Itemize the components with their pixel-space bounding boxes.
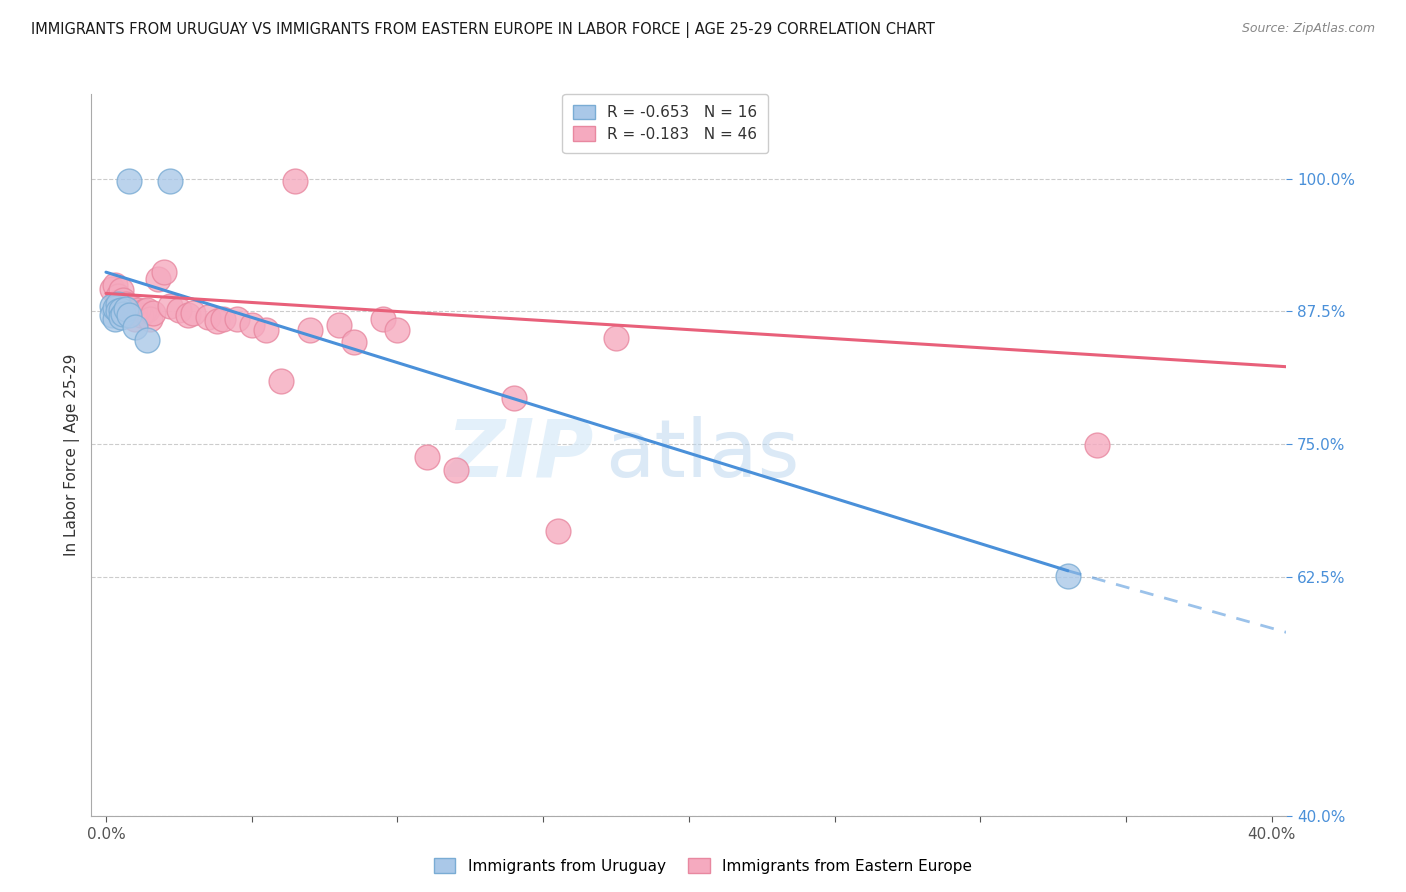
Text: ZIP: ZIP	[446, 416, 593, 494]
Point	[142, 305, 165, 319]
Point	[110, 283, 132, 297]
Legend: R = -0.653   N = 16, R = -0.183   N = 46: R = -0.653 N = 16, R = -0.183 N = 46	[562, 94, 768, 153]
Point	[121, 301, 143, 316]
Point	[415, 450, 437, 464]
Point	[107, 304, 129, 318]
Point	[129, 308, 152, 322]
Point	[118, 299, 141, 313]
Point	[118, 174, 141, 188]
Point	[110, 303, 132, 318]
Point	[153, 265, 176, 279]
Point	[270, 374, 292, 388]
Point	[148, 271, 170, 285]
Point	[135, 303, 157, 318]
Y-axis label: In Labor Force | Age 25-29: In Labor Force | Age 25-29	[65, 354, 80, 556]
Point	[110, 310, 132, 324]
Point	[240, 318, 263, 333]
Point	[115, 302, 138, 317]
Point	[159, 299, 181, 313]
Point	[104, 301, 127, 316]
Point	[107, 288, 129, 302]
Point	[101, 308, 124, 322]
Point	[205, 314, 228, 328]
Point	[112, 307, 135, 321]
Point	[124, 305, 146, 319]
Point	[107, 294, 129, 309]
Point	[176, 308, 198, 322]
Point	[159, 174, 181, 188]
Point	[115, 297, 138, 311]
Point	[226, 312, 249, 326]
Legend: Immigrants from Uruguay, Immigrants from Eastern Europe: Immigrants from Uruguay, Immigrants from…	[427, 852, 979, 880]
Point	[124, 320, 146, 334]
Point	[1057, 569, 1080, 583]
Point	[547, 524, 569, 539]
Text: Source: ZipAtlas.com: Source: ZipAtlas.com	[1241, 22, 1375, 36]
Point	[1085, 438, 1108, 452]
Point	[254, 322, 277, 336]
Point	[112, 301, 135, 316]
Point	[104, 312, 127, 326]
Text: atlas: atlas	[605, 416, 800, 494]
Point	[104, 277, 127, 292]
Point	[183, 305, 205, 319]
Point	[211, 312, 233, 326]
Point	[387, 322, 409, 336]
Point	[328, 318, 350, 333]
Point	[101, 282, 124, 296]
Point	[132, 304, 155, 318]
Point	[444, 463, 467, 477]
Point	[112, 293, 135, 307]
Point	[343, 335, 366, 350]
Point	[118, 304, 141, 318]
Text: IMMIGRANTS FROM URUGUAY VS IMMIGRANTS FROM EASTERN EUROPE IN LABOR FORCE | AGE 2: IMMIGRANTS FROM URUGUAY VS IMMIGRANTS FR…	[31, 22, 935, 38]
Point	[110, 299, 132, 313]
Point	[124, 312, 146, 326]
Point	[197, 310, 219, 324]
Point	[167, 303, 190, 318]
Point	[127, 303, 149, 318]
Point	[371, 312, 394, 326]
Point	[101, 299, 124, 313]
Point	[605, 331, 627, 345]
Point	[115, 302, 138, 317]
Point	[503, 391, 526, 405]
Point	[107, 297, 129, 311]
Point	[138, 312, 160, 326]
Point	[118, 308, 141, 322]
Point	[284, 174, 307, 188]
Point	[298, 322, 321, 336]
Point	[135, 333, 157, 347]
